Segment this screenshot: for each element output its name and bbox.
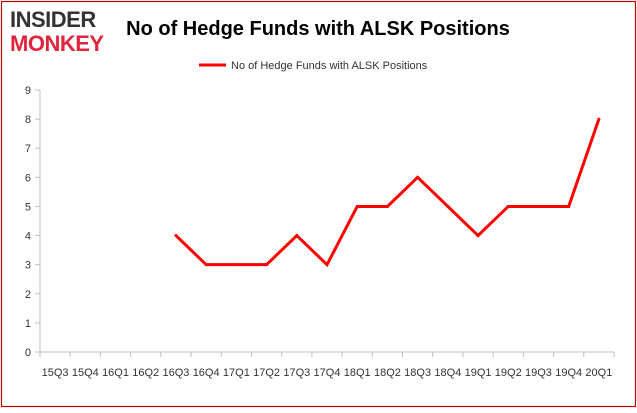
y-tick-label: 4 [25,231,31,243]
y-tick-label: 2 [25,289,31,301]
x-tick-label: 19Q3 [525,367,552,379]
x-tick-label: 18Q1 [344,367,371,379]
y-tick-label: 6 [25,172,31,184]
x-tick-label: 20Q1 [585,367,612,379]
y-tick-label: 5 [25,201,31,213]
series-layer [174,117,601,268]
x-tick-label: 15Q4 [72,367,99,379]
data-point [234,263,238,267]
y-tick-label: 1 [25,318,31,330]
x-axis-ticks: 15Q3 15Q4 16Q1 16Q2 16Q3 16Q4 17Q1 17Q2 17Q3 17Q4… [39,352,615,379]
axes [39,90,614,353]
x-tick-label: 17Q2 [253,367,280,379]
data-point [416,175,420,179]
x-tick-label: 17Q1 [223,367,250,379]
x-tick-label: 19Q4 [555,367,582,379]
x-tick-label: 15Q3 [42,367,69,379]
x-tick-label: 16Q1 [102,367,129,379]
data-point [295,234,299,238]
x-tick-label: 18Q2 [374,367,401,379]
x-tick-label: 18Q3 [404,367,431,379]
data-point [506,204,510,208]
data-point [385,204,389,208]
legend-label: No of Hedge Funds with ALSK Positions [231,60,428,72]
logo: INSIDER MONKEY [10,7,105,56]
x-tick-label: 16Q3 [162,367,189,379]
data-point [446,204,450,208]
data-point [476,234,480,238]
data-point [536,204,540,208]
logo-line1: INSIDER [10,7,96,32]
data-point [204,263,208,267]
x-tick-label: 16Q2 [132,367,159,379]
x-tick-label: 19Q1 [465,367,492,379]
data-point [325,263,329,267]
data-point [174,234,178,238]
logo-line2: MONKEY [10,31,104,56]
data-point [265,263,269,267]
y-tick-label: 0 [25,347,31,359]
y-axis-ticks: 0 1 2 3 4 5 6 7 8 9 [25,85,40,359]
data-point [567,204,571,208]
x-tick-label: 17Q4 [314,367,341,379]
y-tick-label: 3 [25,260,31,272]
data-point [355,204,359,208]
y-tick-label: 7 [25,143,31,155]
chart-title: No of Hedge Funds with ALSK Positions [126,18,510,40]
x-tick-label: 18Q4 [434,367,461,379]
y-tick-label: 9 [25,85,31,97]
x-tick-label: 16Q4 [193,367,220,379]
data-point [597,117,601,121]
y-tick-label: 8 [25,114,31,126]
legend: No of Hedge Funds with ALSK Positions [199,60,428,72]
x-tick-label: 17Q3 [283,367,310,379]
x-tick-label: 19Q2 [495,367,522,379]
